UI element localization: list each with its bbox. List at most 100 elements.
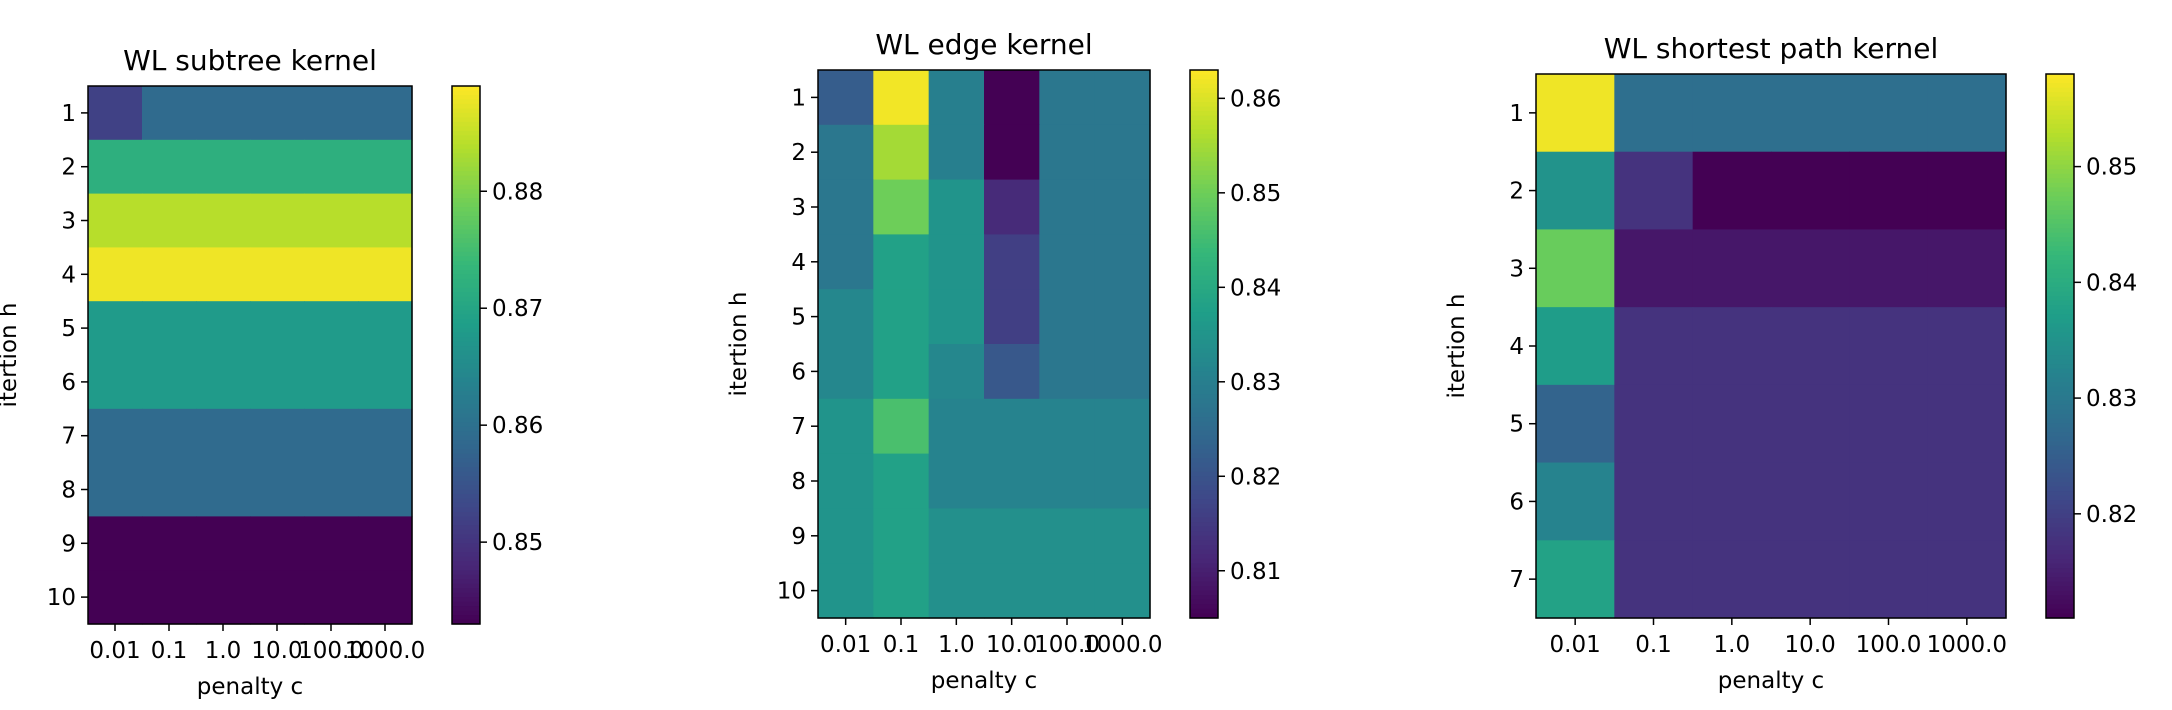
colorbar-segment <box>1190 371 1218 377</box>
colorbar-segment <box>2046 395 2074 401</box>
colorbar-segment <box>2046 214 2074 220</box>
heatmap-cell <box>873 398 930 455</box>
colorbar-segment <box>2046 123 2074 129</box>
heatmap-cell <box>250 570 305 625</box>
colorbar-segment <box>2046 105 2074 111</box>
colorbar-segment <box>1190 380 1218 386</box>
colorbar-segment <box>1190 280 1218 286</box>
colorbar-segment <box>1190 407 1218 414</box>
colorbar-segment <box>452 619 480 625</box>
heatmap-cell <box>196 516 251 571</box>
colorbar-segment <box>1190 403 1218 409</box>
colorbar-segment <box>2046 191 2074 197</box>
colorbar-segment <box>2046 418 2074 424</box>
colorbar-segment <box>1190 549 1218 555</box>
colorbar-segment <box>452 592 480 598</box>
colorbar-segment <box>2046 119 2074 125</box>
y-tick-label: 9 <box>61 531 76 557</box>
colorbar-segment <box>1190 70 1218 76</box>
colorbar-segment <box>1190 293 1218 299</box>
colorbar-segment <box>2046 273 2074 279</box>
colorbar-segment <box>452 525 480 531</box>
colorbar-segment <box>452 229 480 235</box>
colorbar-segment <box>1190 458 1218 464</box>
colorbar-segment <box>2046 178 2074 184</box>
colorbar-segment <box>452 207 480 213</box>
colorbar-segment <box>452 260 480 266</box>
colorbar-segment <box>452 502 480 509</box>
colorbar-tick-label: 0.85 <box>2086 155 2137 181</box>
heatmap-cell <box>1536 540 1615 619</box>
heatmap-cell <box>1536 74 1615 153</box>
heatmap-cell <box>250 247 305 302</box>
heatmap-cell <box>304 462 359 517</box>
colorbar-segment <box>452 117 480 123</box>
colorbar-segment <box>2046 409 2074 415</box>
colorbar-segment <box>452 175 480 181</box>
colorbar-segment <box>452 601 480 607</box>
heatmap-cell <box>1927 74 2007 153</box>
heatmap-cell <box>1692 462 1772 541</box>
x-tick-label: 1.0 <box>938 632 975 658</box>
heatmap-cell <box>1039 508 1096 564</box>
colorbar-segment <box>2046 504 2074 510</box>
heatmap-cell <box>1927 462 2007 541</box>
colorbar-segment <box>1190 115 1218 121</box>
colorbar-segment <box>2046 309 2074 315</box>
y-tick-label: 4 <box>791 250 806 276</box>
colorbar-segment <box>2046 477 2074 483</box>
x-tick-label: 0.1 <box>883 632 920 658</box>
colorbar-segment <box>2046 590 2074 596</box>
y-tick-label: 9 <box>791 524 806 550</box>
colorbar-tick-label: 0.84 <box>1230 275 1281 301</box>
heatmap-cell <box>873 289 930 345</box>
y-tick-label: 3 <box>61 209 76 235</box>
heatmap-cell <box>1094 234 1151 290</box>
x-tick-label: 1000.0 <box>345 638 425 664</box>
heatmap-cell <box>358 139 413 195</box>
colorbar-segment <box>1190 362 1218 368</box>
colorbar-segment <box>2046 572 2074 578</box>
colorbar-segment <box>452 180 480 186</box>
x-tick-label: 100.0 <box>298 638 364 664</box>
heatmap-cell <box>358 193 413 248</box>
colorbar-segment <box>452 251 480 257</box>
colorbar-segment <box>1190 499 1218 505</box>
colorbar-segment <box>2046 232 2074 238</box>
heatmap-cell <box>196 193 251 248</box>
heatmap-cell <box>818 179 874 235</box>
colorbar-segment <box>2046 228 2074 234</box>
heatmap-cell <box>358 408 413 464</box>
colorbar-segment <box>452 399 480 405</box>
colorbar-segment <box>2046 563 2074 569</box>
colorbar-segment <box>1190 426 1218 432</box>
colorbar-segment <box>452 121 480 127</box>
colorbar-segment <box>2046 568 2074 574</box>
colorbar-segment <box>2046 608 2074 615</box>
heatmap-cell <box>1094 344 1151 400</box>
colorbar-segment <box>452 202 480 208</box>
colorbar-segment <box>1190 576 1218 583</box>
colorbar-segment <box>452 583 480 589</box>
heatmap-cell <box>984 289 1040 345</box>
colorbar-segment <box>452 426 480 432</box>
heatmap-cell <box>1614 74 1694 153</box>
colorbar-segment <box>1190 385 1218 391</box>
colorbar-segment <box>1190 284 1218 290</box>
colorbar-segment <box>452 493 480 500</box>
colorbar-segment <box>2046 205 2074 211</box>
colorbar-segment <box>1190 494 1218 500</box>
colorbar-segment <box>2046 482 2074 488</box>
colorbar-segment <box>2046 187 2074 193</box>
colorbar-segment <box>2046 142 2074 148</box>
colorbar-segment <box>452 346 480 352</box>
heatmap-cell <box>1094 453 1151 509</box>
colorbar-tick-label: 0.83 <box>1230 370 1281 396</box>
heatmap-cell <box>304 355 359 410</box>
colorbar-segment <box>2046 491 2074 497</box>
heatmap-cell <box>1927 151 2007 231</box>
heatmap-cell <box>304 408 359 464</box>
colorbar-tick-label: 0.84 <box>2086 270 2137 296</box>
heatmap-cell <box>250 408 305 464</box>
colorbar-segment <box>1190 302 1218 309</box>
